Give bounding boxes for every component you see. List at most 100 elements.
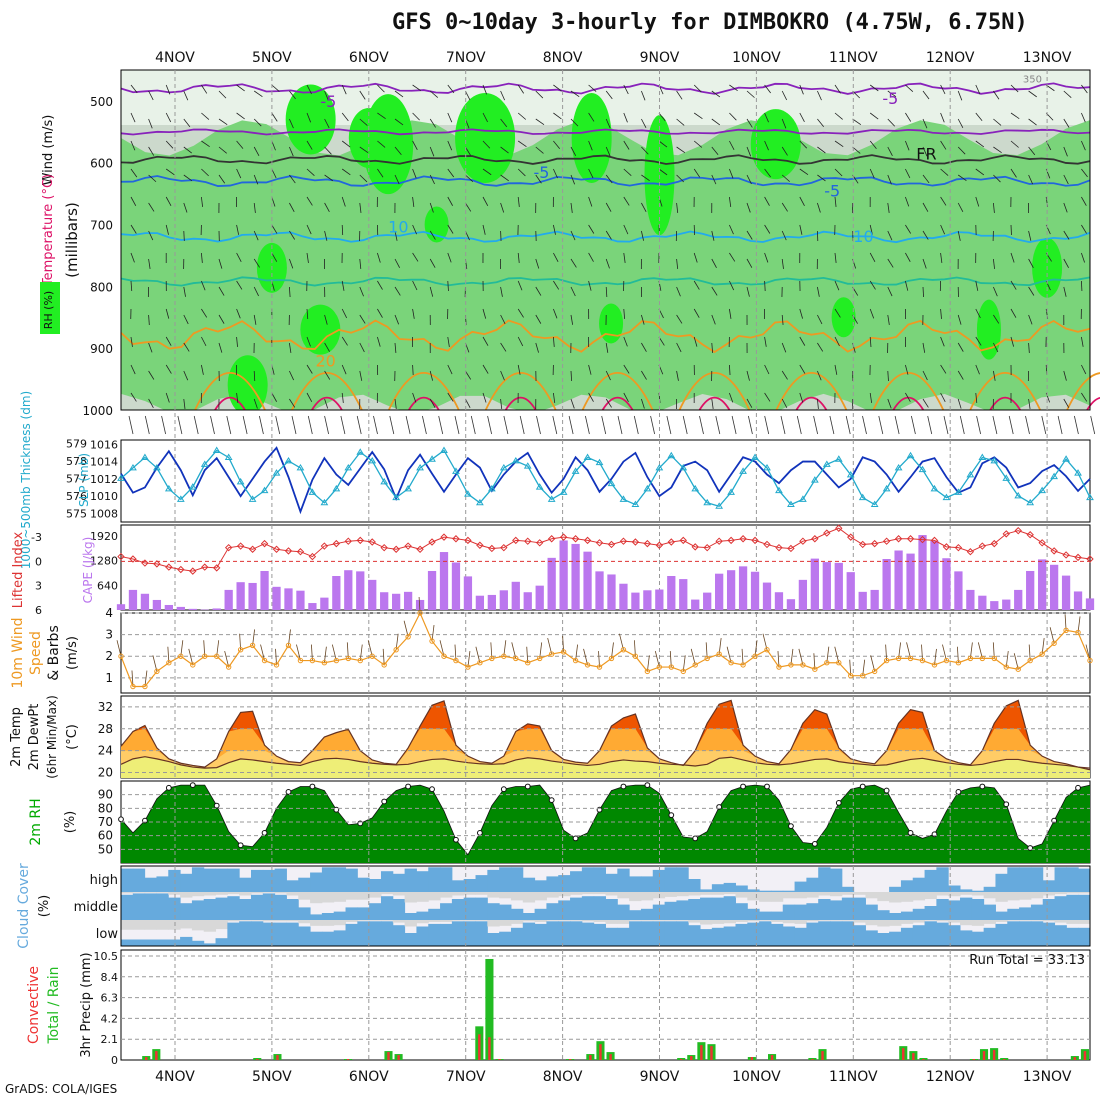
wind-barb: [869, 252, 876, 262]
surface-wind-barb: [1025, 415, 1030, 435]
thickness-point: [954, 488, 963, 495]
cloud-gap: [948, 920, 961, 923]
li-point: [703, 543, 711, 552]
wind-barb: [201, 280, 206, 291]
wind-barb: [183, 146, 192, 154]
precip-convective-bar: [1002, 1059, 1006, 1060]
cape-bar: [308, 603, 317, 610]
surface-wind-barb: [536, 415, 541, 435]
wind10m-point: [453, 657, 459, 664]
wind-barb: [429, 230, 436, 240]
thickness-point: [846, 470, 855, 478]
wind-barb: [729, 112, 737, 121]
rh2m-point: [165, 784, 172, 791]
cloud-cell-low: [688, 925, 701, 946]
wind-barb: [183, 314, 189, 325]
surface-wind-barb: [715, 415, 721, 435]
cloud-gap: [156, 892, 169, 893]
cape-bar: [750, 571, 760, 610]
wind10m-point: [261, 657, 268, 664]
cape-bar: [978, 595, 987, 610]
cape-bar: [691, 599, 700, 610]
surface-wind-barb: [796, 415, 802, 435]
cloud-cell-low: [936, 922, 949, 946]
wind-barb: [535, 146, 544, 154]
wind10m-point: [907, 655, 914, 662]
wind10m-point: [369, 653, 375, 659]
wind10m-point: [166, 660, 172, 666]
wind-barb: [641, 398, 645, 409]
wind-barb: [905, 140, 910, 151]
wind-barb: [377, 168, 384, 178]
date-label-bottom: 10NOV: [732, 1069, 781, 1085]
wind10m-series-line: [120, 611, 1091, 688]
surface-wind-barb: [389, 415, 395, 435]
thickness-point: [834, 455, 843, 462]
wind-barb: [623, 252, 626, 263]
wind-barb: [412, 392, 417, 403]
wind-barb: [869, 224, 873, 235]
cape-bar: [882, 559, 891, 610]
thickness-point: [906, 451, 915, 459]
wind-barb: [289, 398, 296, 408]
precip-convective-bar: [811, 1059, 814, 1060]
li-point: [823, 529, 831, 537]
precip-convective-bar: [972, 1059, 976, 1060]
thickness-point: [583, 453, 592, 460]
thickness-point: [117, 474, 125, 481]
wind-barb: [412, 168, 417, 179]
cloud-gap: [168, 892, 181, 895]
wind-barb: [570, 370, 573, 382]
cloud-gap: [735, 920, 748, 922]
wind-barb: [764, 392, 771, 402]
wind10m-barb: [188, 648, 194, 665]
precip-convective-bar: [922, 1059, 925, 1060]
cloud-cell-high: [889, 886, 902, 892]
li-point: [488, 544, 496, 553]
cloud-cell-low: [948, 925, 961, 946]
cloud-cell-high: [180, 873, 193, 892]
wind-barb: [1028, 230, 1032, 241]
wind-barb: [570, 202, 573, 213]
cloud-cell-high: [404, 868, 417, 892]
cloud-gap: [227, 892, 240, 895]
wind-barb: [271, 252, 278, 262]
wind-barb: [1081, 112, 1086, 123]
wind10m-point: [1039, 651, 1045, 657]
wind-barb: [764, 140, 769, 151]
cloud-frame: [120, 865, 1091, 947]
cloud-gap: [558, 920, 571, 921]
cloud-gap: [605, 892, 618, 896]
li-tick-label: 3: [35, 580, 42, 593]
thickness-point: [188, 483, 197, 490]
precip-convective-bar: [770, 1055, 774, 1060]
wind-barb: [218, 174, 226, 184]
wind-barb: [359, 90, 366, 100]
cloud-gap: [723, 892, 736, 895]
wind-barb: [500, 398, 503, 409]
cloud-cell-low: [1042, 922, 1056, 946]
cloud-cell-low: [912, 925, 926, 946]
cloud-cell-low: [522, 922, 536, 946]
rh2m-axis-label: (%): [63, 811, 78, 834]
cape-bar: [176, 606, 185, 610]
wind-barb: [148, 202, 155, 212]
cloud-gap: [830, 920, 843, 921]
cape-bar: [1085, 598, 1095, 610]
slp-axis-label: SLP (mb): [77, 453, 91, 507]
wind-barb: [394, 146, 402, 155]
wind10m-barb: [906, 642, 911, 659]
cloud-cell-high: [298, 877, 311, 892]
upper-air-frame: [120, 69, 1091, 411]
cloud-cell-low: [723, 926, 736, 946]
thickness-point: [248, 495, 257, 502]
wind10m-point: [967, 655, 974, 662]
cloud-gap: [735, 892, 748, 898]
wind10m-point: [297, 657, 304, 664]
li-point: [619, 537, 628, 545]
wind-barb: [271, 392, 277, 402]
cloud-cell-high: [534, 880, 547, 892]
cloud-cell-middle: [416, 911, 429, 920]
wind-barb: [764, 252, 769, 263]
cloud-gap: [1019, 920, 1032, 921]
